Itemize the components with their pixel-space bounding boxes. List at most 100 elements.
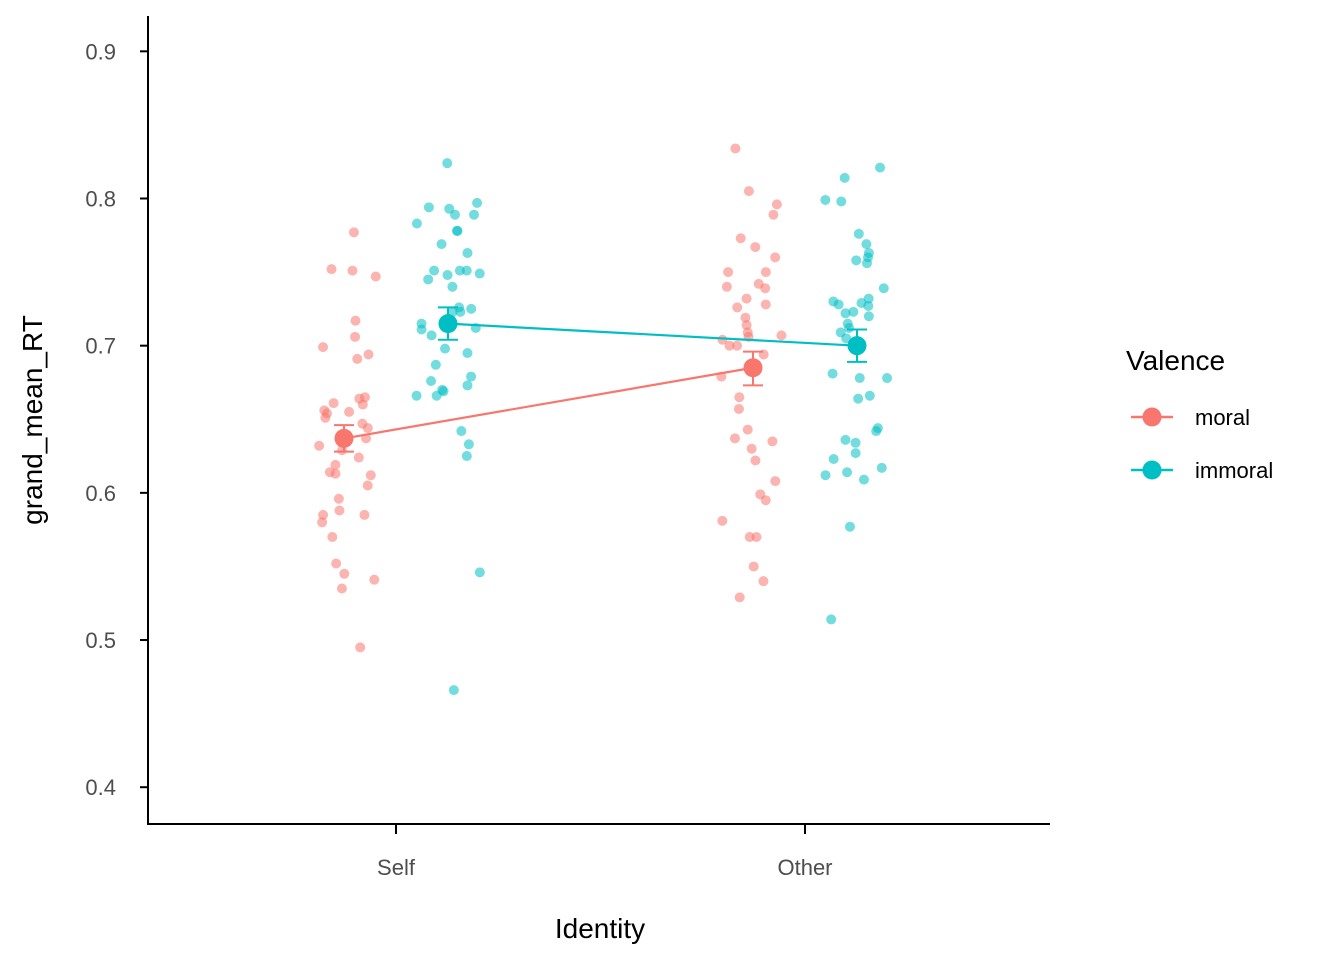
moral-data-point (344, 406, 355, 417)
moral-data-point (318, 509, 329, 520)
y-tick-label: 0.7 (85, 334, 116, 359)
moral-data-point (350, 331, 361, 342)
immoral-data-point (840, 308, 851, 319)
y-axis-ticks: 0.4 0.5 0.6 0.7 0.8 0.9 (85, 39, 148, 800)
immoral-data-point (463, 439, 474, 450)
immoral-data-point (842, 467, 853, 478)
immoral-data-point (875, 162, 886, 173)
immoral-data-point (450, 209, 461, 220)
moral-data-point (741, 293, 752, 304)
immoral-data-point (820, 470, 831, 481)
moral-data-point (717, 515, 728, 526)
immoral-data-point (416, 324, 427, 335)
x-tick-label: Other (777, 855, 832, 880)
immoral-data-point (833, 299, 844, 310)
moral-data-point (758, 576, 769, 587)
moral-data-point (760, 299, 771, 310)
immoral-data-point (863, 300, 874, 311)
moral-data-point (327, 532, 338, 543)
immoral-data-point (461, 451, 472, 462)
moral-data-point (730, 143, 741, 154)
moral-data-point (748, 561, 759, 572)
moral-data-point (362, 423, 373, 434)
moral-data-point (334, 505, 345, 516)
immoral-data-point (469, 209, 480, 220)
immoral-data-point (854, 373, 865, 384)
immoral-data-point (850, 437, 861, 448)
immoral-legend-key-point (1142, 460, 1162, 480)
x-tick-label: Self (377, 855, 416, 880)
moral-data-point (723, 267, 734, 278)
moral-data-point (734, 392, 745, 403)
moral-mean-point (743, 358, 763, 378)
immoral-data-point (848, 306, 859, 317)
legend-title: Valence (1126, 345, 1225, 376)
immoral-data-point (452, 225, 463, 236)
moral-legend-key-point (1142, 407, 1162, 427)
immoral-mean-point (438, 314, 458, 334)
y-tick-label: 0.4 (85, 775, 116, 800)
moral-data-point (770, 476, 781, 487)
moral-data-point (365, 470, 376, 481)
immoral-data-point (461, 265, 472, 276)
moral-data-point (771, 199, 782, 210)
moral-data-point (331, 558, 342, 569)
immoral-data-point (876, 462, 887, 473)
immoral-data-point (863, 311, 874, 322)
moral-data-point (370, 271, 381, 282)
moral-data-point (732, 340, 743, 351)
immoral-data-point (871, 426, 882, 437)
immoral-data-point (423, 274, 434, 285)
moral-data-point (721, 281, 732, 292)
moral-data-point (355, 642, 366, 653)
immoral-data-point (411, 390, 422, 401)
moral-data-point (348, 227, 359, 238)
legend-label-moral: moral (1195, 405, 1250, 430)
immoral-data-point (861, 239, 872, 250)
immoral-data-point (472, 197, 483, 208)
mean-lines-layer (334, 306, 867, 453)
immoral-data-point (462, 348, 473, 359)
x-axis-ticks: Self Other (377, 824, 833, 880)
immoral-data-point (840, 434, 851, 445)
moral-data-point (362, 480, 373, 491)
moral-data-point (768, 209, 779, 220)
moral-data-point (734, 592, 745, 603)
immoral-data-point (863, 293, 874, 304)
moral-data-point (729, 433, 740, 444)
immoral-data-point (442, 158, 453, 169)
moral-data-point (326, 264, 337, 275)
immoral-data-point (447, 281, 458, 292)
immoral-data-point (839, 172, 850, 183)
immoral-data-point (447, 306, 458, 317)
immoral-mean-line (447, 322, 858, 347)
immoral-data-point (456, 426, 467, 437)
moral-data-point (363, 349, 374, 360)
immoral-data-point (466, 303, 477, 314)
y-tick-label: 0.5 (85, 628, 116, 653)
y-tick-label: 0.9 (85, 39, 116, 64)
immoral-data-point (836, 196, 847, 207)
moral-data-point (750, 242, 761, 253)
immoral-data-point (474, 567, 485, 578)
immoral-data-point (474, 268, 485, 279)
moral-data-point (750, 455, 761, 466)
immoral-data-point (442, 270, 453, 281)
moral-data-point (742, 424, 753, 435)
immoral-data-point (827, 368, 838, 379)
immoral-data-point (853, 228, 864, 239)
immoral-data-point (820, 194, 831, 205)
immoral-data-point (861, 258, 872, 269)
moral-data-point (724, 340, 735, 351)
moral-data-point (760, 495, 771, 506)
immoral-data-point (426, 330, 437, 341)
points-layer (314, 143, 893, 696)
immoral-data-point (850, 448, 861, 459)
moral-data-point (328, 398, 339, 409)
moral-data-point (333, 493, 344, 504)
immoral-data-point (828, 454, 839, 465)
moral-data-point (320, 412, 331, 423)
moral-data-point (732, 302, 743, 313)
moral-mean-line (343, 366, 754, 440)
